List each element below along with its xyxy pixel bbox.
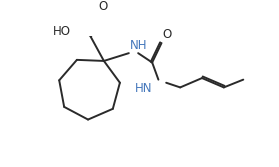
Text: NH: NH <box>129 39 147 52</box>
Text: HO: HO <box>53 25 71 38</box>
Text: O: O <box>162 28 172 41</box>
Text: HN: HN <box>135 82 152 95</box>
Text: O: O <box>98 1 108 13</box>
